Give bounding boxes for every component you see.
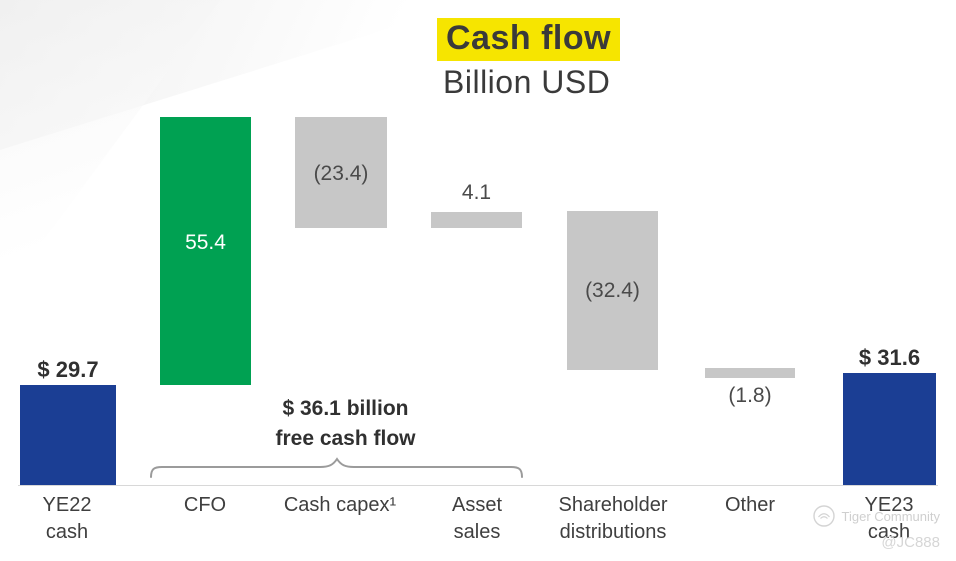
axis-label-line: YE23 xyxy=(864,494,914,516)
value-label-cfo: 55.4 xyxy=(185,231,226,254)
axis-label-cash-capex: Cash capex¹ xyxy=(270,492,410,519)
axis-label-ye22-cash: YE22 cash xyxy=(0,492,137,546)
axis-label-line: Other xyxy=(724,494,776,516)
axis-label-line: Shareholder xyxy=(558,494,668,516)
value-label-ye23-cash: $ 31.6 xyxy=(858,345,921,370)
value-label-ye22-cash: $ 29.7 xyxy=(37,357,99,382)
tiger-logo-icon xyxy=(812,505,835,527)
value-label-shareholder-distributions: (32.4) xyxy=(585,279,640,302)
bar-asset-sales xyxy=(431,212,522,228)
axis-label-line: cash xyxy=(867,521,911,543)
axis-label-line: CFO xyxy=(183,494,227,516)
chart-baseline xyxy=(18,485,938,486)
axis-label-line: sales xyxy=(453,521,501,543)
bar-ye23-cash xyxy=(843,373,936,485)
axis-label-cfo: CFO xyxy=(135,492,275,519)
axis-label-asset-sales: Asset sales xyxy=(407,492,547,546)
watermark-brand: Tiger Community xyxy=(841,508,940,524)
free-cash-flow-line2: free cash flow xyxy=(275,427,416,450)
watermark-handle: @JC888 xyxy=(881,534,940,551)
axis-label-line: cash xyxy=(45,521,89,543)
free-cash-flow-line1: $ 36.1 billion xyxy=(282,397,409,420)
bar-cfo xyxy=(160,117,251,385)
axis-label-other: Other xyxy=(680,492,820,519)
axis-label-line: Cash capex¹ xyxy=(283,494,397,516)
bar-ye22-cash xyxy=(20,385,116,485)
watermark: Tiger Community @JC888 xyxy=(812,504,940,551)
page-subtitle: Billion USD xyxy=(443,64,611,100)
axis-label-line: Asset xyxy=(451,494,503,516)
axis-label-shareholder-distributions: Shareholder distributions xyxy=(543,492,683,546)
bar-other xyxy=(705,368,795,378)
bar-shareholder-distributions xyxy=(567,211,658,370)
brace-icon xyxy=(150,457,523,478)
bar-cash-capex xyxy=(295,117,387,228)
value-label-other: (1.8) xyxy=(728,384,772,407)
page-title: Cash flow xyxy=(437,18,621,61)
value-label-asset-sales: 4.1 xyxy=(461,181,492,204)
axis-label-line: YE22 xyxy=(42,494,92,516)
axis-label-ye23-cash: YE23 cash xyxy=(819,492,956,546)
axis-label-line: distributions xyxy=(559,521,667,543)
free-cash-flow-annotation: $ 36.1 billion free cash flow xyxy=(193,394,498,454)
value-label-cash-capex: (23.4) xyxy=(313,162,369,185)
